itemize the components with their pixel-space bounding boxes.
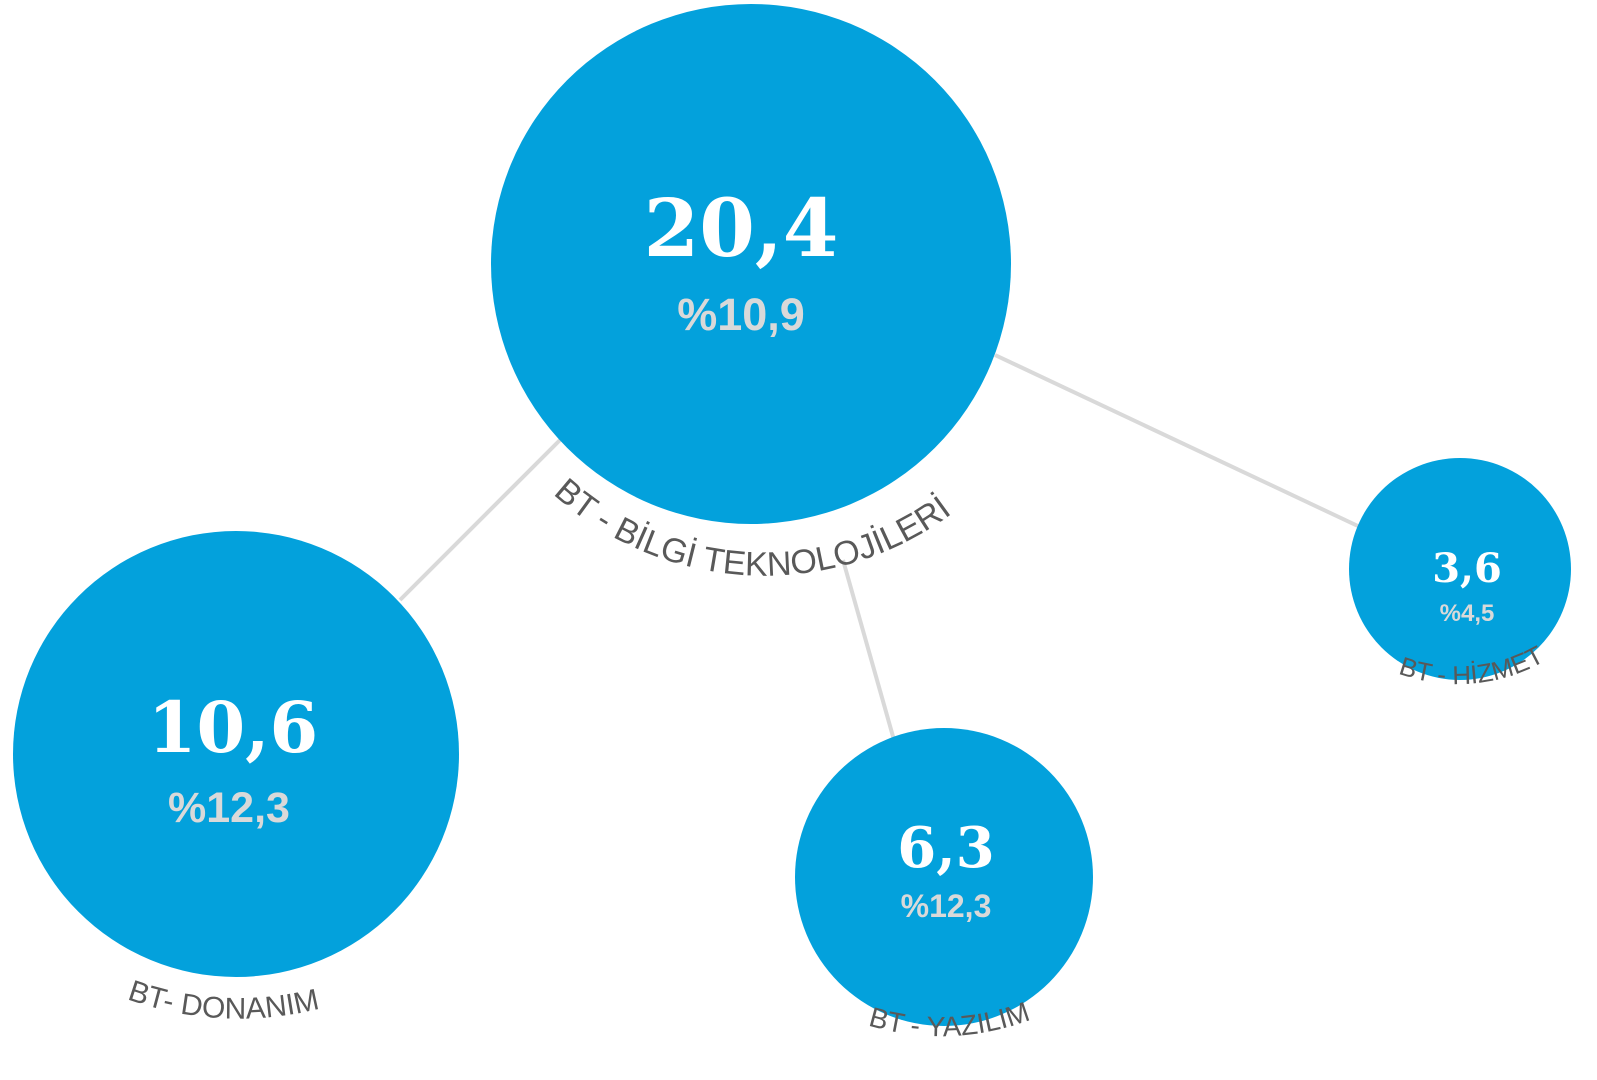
growth-main: %10,9 [677, 289, 805, 340]
growth-service: %4,5 [1440, 600, 1495, 627]
bubble-service [1349, 458, 1571, 680]
node-software: 6,3 %12,3 BT - YAZILIM [795, 728, 1093, 1042]
bubble-hardware [13, 531, 459, 977]
growth-hardware: %12,3 [168, 784, 290, 832]
label-hardware-text: BT- DONANIM [124, 974, 322, 1025]
growth-software: %12,3 [901, 888, 992, 924]
value-hardware: 10,6 [148, 686, 319, 769]
connector-main-service [994, 353, 1361, 529]
bubble-software [795, 728, 1093, 1026]
node-hardware: 10,6 %12,3 BT- DONANIM [13, 531, 459, 1026]
node-main: 20,4 %10,9 BT - BİLGİ TEKNOLOJİLERİ [491, 4, 1011, 584]
node-service: 3,6 %4,5 BT - HİZMET [1349, 458, 1571, 690]
bubble-main [491, 4, 1011, 524]
connector-main-software [841, 559, 896, 741]
value-software: 6,3 [897, 815, 994, 881]
value-service: 3,6 [1432, 545, 1502, 592]
value-main: 20,4 [644, 181, 839, 275]
connector-main-hardware [398, 438, 562, 602]
label-hardware: BT- DONANIM [124, 974, 322, 1025]
